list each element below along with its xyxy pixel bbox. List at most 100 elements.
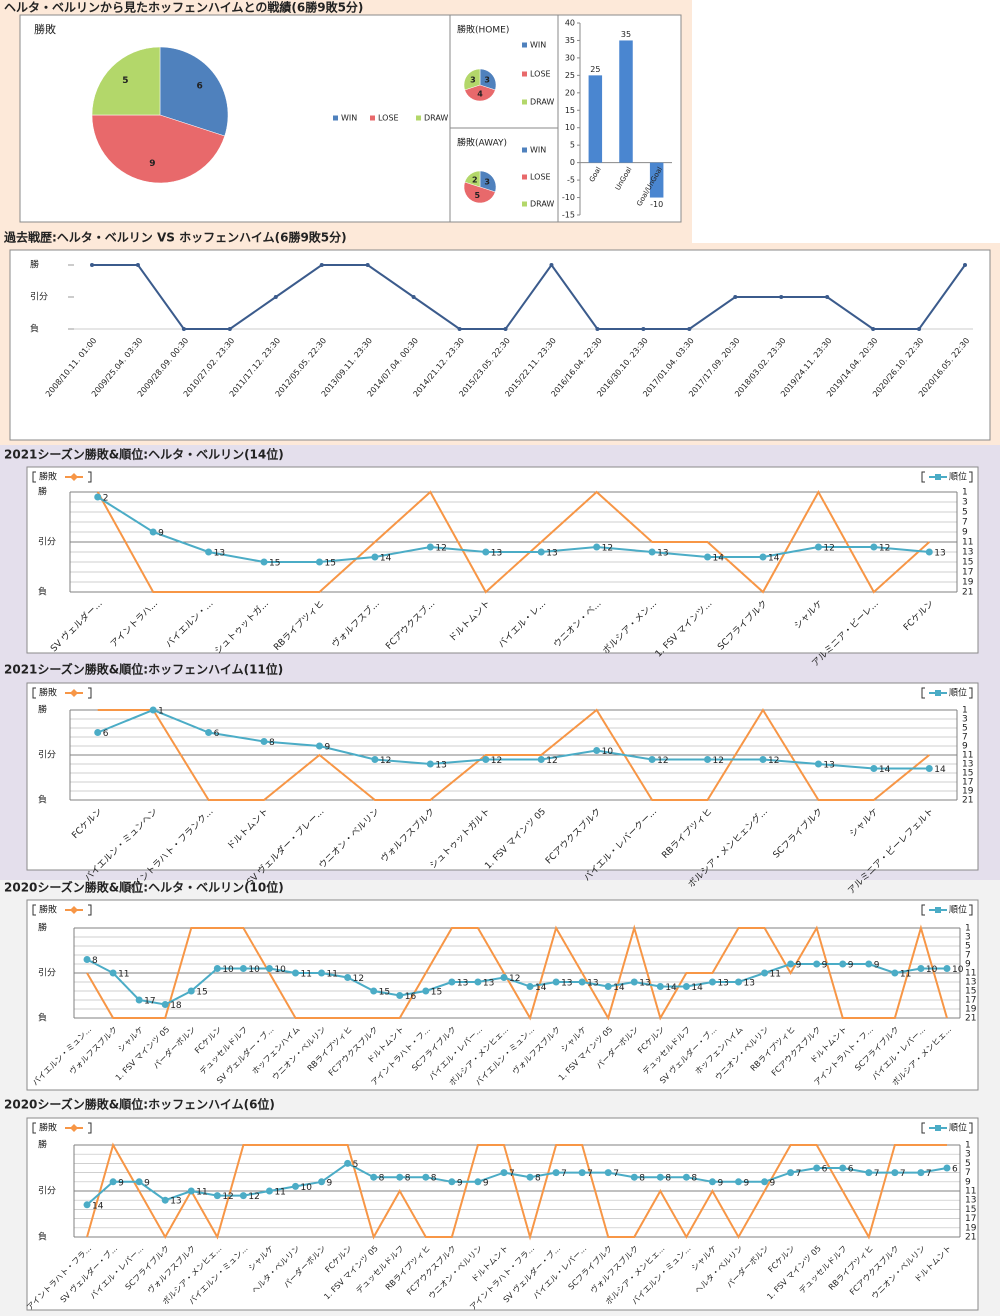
- marker: [870, 543, 878, 551]
- data-label: 10: [952, 965, 964, 975]
- legend-bracket: [921, 904, 925, 916]
- y-tick-label: 引分: [30, 292, 48, 303]
- marker: [500, 974, 508, 981]
- data-label: 11: [118, 970, 129, 980]
- marker: [648, 756, 656, 763]
- section-heading: 2020シーズン勝敗&順位:ホッフェンハイム(6位): [4, 1097, 275, 1112]
- marker: [526, 983, 534, 990]
- y2-tick-label: 3: [962, 498, 968, 508]
- y-tick-label: 引分: [38, 750, 56, 761]
- y-tick-label: 25: [565, 71, 575, 80]
- y-tick-label: 引分: [38, 968, 56, 979]
- y2-tick-label: 7: [962, 518, 968, 528]
- marker: [371, 756, 379, 763]
- y-tick-label: 40: [565, 19, 575, 28]
- legend-bracket: [921, 1122, 925, 1134]
- section-heading: 2020シーズン勝敗&順位:ヘルタ・ベルリン(10位): [4, 880, 284, 895]
- legend-label: LOSE: [378, 114, 399, 123]
- marker: [891, 969, 899, 977]
- y2-tick-label: 21: [962, 796, 973, 806]
- marker: [94, 729, 102, 736]
- y2-tick-label: 9: [965, 960, 971, 970]
- marker: [630, 978, 638, 986]
- y2-tick-label: 13: [965, 978, 976, 988]
- data-label: 9: [796, 961, 802, 971]
- marker: [925, 548, 933, 556]
- marker: [109, 1178, 117, 1186]
- y-tick-label: 勝: [38, 486, 47, 498]
- data-label: 2: [472, 175, 478, 184]
- data-label: 12: [222, 1192, 233, 1202]
- marker: [265, 1187, 273, 1195]
- marker: [578, 978, 586, 986]
- y-tick-label: 勝: [38, 1139, 47, 1151]
- marker: [917, 327, 922, 331]
- marker: [181, 327, 186, 331]
- bar: [588, 75, 603, 163]
- marker: [604, 983, 612, 990]
- y2-tick-label: 9: [965, 1177, 971, 1187]
- data-label: 8: [269, 738, 275, 748]
- data-label: 15: [324, 559, 335, 569]
- marker: [814, 760, 822, 768]
- legend-bracket: [32, 1122, 36, 1134]
- y2-tick-label: 15: [962, 769, 973, 779]
- data-label: 13: [561, 979, 572, 989]
- data-label: 8: [665, 1174, 671, 1184]
- y2-tick-label: 17: [965, 1214, 976, 1224]
- marker: [135, 1178, 143, 1186]
- data-label: 8: [379, 1174, 385, 1184]
- y2-tick-label: 17: [962, 778, 973, 788]
- legend-bracket: [921, 471, 925, 483]
- data-label: 13: [717, 979, 728, 989]
- data-label: 7: [587, 1169, 593, 1179]
- data-label: 4: [477, 89, 483, 98]
- data-label: 10: [301, 1183, 313, 1193]
- marker: [604, 1169, 612, 1177]
- chart-title: 勝敗(AWAY): [457, 137, 507, 149]
- y2-tick-label: 1: [965, 1141, 971, 1151]
- data-label: 8: [405, 1174, 411, 1184]
- y2-tick-label: 5: [962, 724, 968, 734]
- y2-tick-label: 13: [965, 1196, 976, 1206]
- legend-label: 勝敗: [39, 687, 57, 699]
- y-tick-label: 35: [565, 36, 575, 45]
- legend-swatch: [522, 147, 527, 153]
- legend-bracket: [921, 687, 925, 699]
- legend-swatch: [522, 201, 527, 207]
- marker: [839, 960, 847, 968]
- legend-swatch: [522, 174, 527, 180]
- legend-label: WIN: [530, 41, 546, 50]
- marker: [426, 760, 434, 768]
- y-tick-label: 15: [565, 106, 575, 115]
- data-label: 3: [470, 75, 476, 84]
- pie-slice: [159, 46, 229, 137]
- legend-marker: [935, 907, 941, 913]
- data-label: 13: [546, 549, 557, 559]
- legend-bracket: [32, 471, 36, 483]
- marker: [578, 1169, 586, 1177]
- chart-box: [19, 14, 451, 223]
- marker: [787, 960, 795, 968]
- legend-bracket: [969, 471, 973, 483]
- legend-bracket: [88, 471, 92, 483]
- y-tick-label: 勝: [38, 704, 47, 716]
- marker: [396, 992, 404, 999]
- pie-slice: [463, 68, 481, 91]
- marker: [656, 1173, 664, 1181]
- data-label: 2: [103, 494, 109, 504]
- y2-tick-label: 11: [962, 751, 973, 761]
- y-tick-label: -10: [562, 193, 575, 202]
- marker: [656, 983, 664, 990]
- marker: [943, 1164, 951, 1172]
- marker: [149, 706, 157, 714]
- data-label: 12: [380, 756, 391, 766]
- marker: [917, 965, 925, 972]
- marker: [482, 756, 490, 763]
- data-label: 13: [457, 979, 468, 989]
- data-label: 10: [274, 965, 286, 975]
- data-label: 7: [561, 1169, 567, 1179]
- bar: [649, 162, 664, 198]
- legend-marker: [935, 1125, 941, 1131]
- marker: [239, 965, 247, 972]
